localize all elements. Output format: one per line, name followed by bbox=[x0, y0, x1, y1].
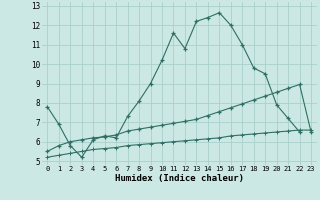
X-axis label: Humidex (Indice chaleur): Humidex (Indice chaleur) bbox=[115, 174, 244, 183]
